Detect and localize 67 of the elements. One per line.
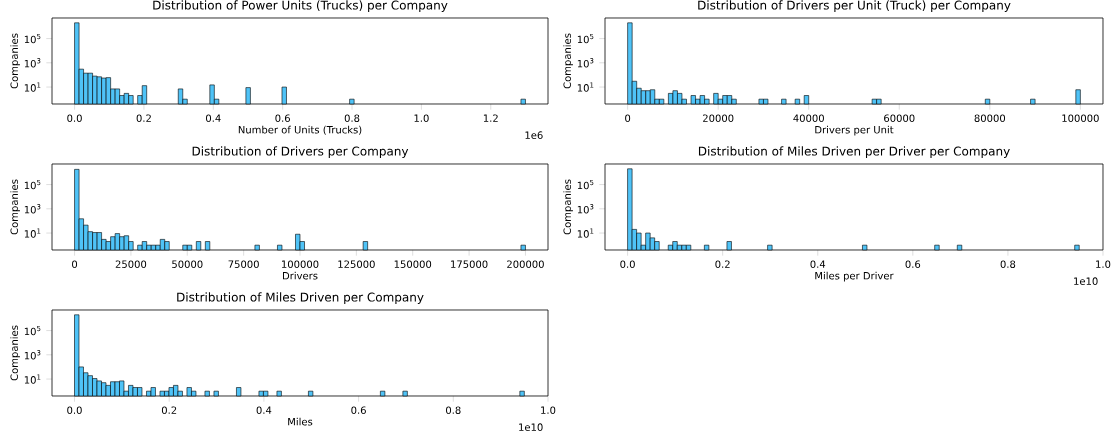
x-tick-label: 50000 <box>172 260 203 268</box>
text: 1e6 <box>525 131 543 139</box>
x-axis-title: Drivers <box>283 271 318 280</box>
y-tick-label: 10$^{5}$ <box>24 179 41 190</box>
chart-title: Distribution of Drivers per Company <box>192 146 409 158</box>
x-tick-label: 0 <box>625 114 631 122</box>
y-axis-title: Companies <box>563 33 573 89</box>
y-tick-label: 10$^{5}$ <box>24 33 41 44</box>
x-tick-label: 175000 <box>451 260 488 268</box>
y-axis-title: Companies <box>10 179 20 235</box>
y-tick-label: 10$^{1}$ <box>24 374 41 384</box>
x-tick-label: 0.6 <box>275 114 290 122</box>
y-tick-label: 10$^{3}$ <box>577 204 594 214</box>
x-tick-label: 0.0 <box>620 260 635 268</box>
x-tick-label: 1.0 <box>414 114 429 122</box>
x-tick-label: 75000 <box>228 260 259 268</box>
x-tick-label: 100000 <box>1062 114 1099 122</box>
x-tick-label: 0.4 <box>206 114 221 122</box>
x-tick-label: 1.0 <box>541 406 556 414</box>
x-tick-label: 0.2 <box>161 406 177 414</box>
x-tick-label: 150000 <box>394 260 432 268</box>
x-tick-label: 25000 <box>115 260 147 268</box>
y-tick-label: 10$^{1}$ <box>24 228 41 238</box>
x-axis-title: Drivers per Unit <box>815 125 894 136</box>
chart-title: Distribution of Drivers per Unit (Truck) per Company <box>698 0 1011 12</box>
x-tick-label: 20000 <box>703 114 734 122</box>
y-tick-label: 10$^{1}$ <box>577 82 594 92</box>
y-tick-label: 10$^{1}$ <box>577 228 594 238</box>
x-tick-label: 0.8 <box>344 114 360 122</box>
y-axis-title: Companies <box>10 33 20 89</box>
x-tick-label: 1.2 <box>483 114 498 122</box>
x-tick-label: 1.0 <box>1096 260 1111 268</box>
x-tick-label: 0.8 <box>1000 260 1016 268</box>
y-tick-label: 10$^{5}$ <box>24 325 41 336</box>
x-tick-label: 0.4 <box>810 260 826 268</box>
x-axis-title: Number of Units (Trucks) <box>238 125 362 135</box>
chart-title: Distribution of Miles Driven per Company <box>177 292 424 304</box>
x-tick-label: 0.6 <box>905 260 921 268</box>
y-axis-title: Companies <box>10 325 20 381</box>
x-tick-label: 60000 <box>884 114 915 122</box>
x-tick-label: 0.2 <box>136 114 151 122</box>
x-tick-label: 0.2 <box>715 260 730 268</box>
x-tick-label: 125000 <box>338 260 375 268</box>
x-tick-label: 0 <box>72 260 78 268</box>
y-tick-label: 10$^{5}$ <box>577 179 594 190</box>
x-tick-label: 0.6 <box>351 406 366 414</box>
text: 1e10 <box>519 423 543 431</box>
y-axis-title: Companies <box>563 179 573 235</box>
x-tick-label: 0.4 <box>256 406 272 414</box>
y-tick-label: 10$^{5}$ <box>577 33 594 44</box>
chart-title: Distribution of Power Units (Trucks) per Company <box>153 0 448 12</box>
x-tick-label: 0.0 <box>67 406 82 414</box>
x-tick-label: 80000 <box>974 114 1006 122</box>
y-tick-label: 10$^{1}$ <box>24 82 41 92</box>
x-axis-title: Miles per Driver <box>815 271 894 282</box>
y-tick-label: 10$^{3}$ <box>24 350 41 360</box>
x-axis-title: Miles <box>288 417 313 426</box>
x-tick-label: 0.8 <box>446 406 461 414</box>
y-tick-label: 10$^{3}$ <box>24 204 41 214</box>
x-tick-label: 0.0 <box>67 114 82 122</box>
x-tick-label: 40000 <box>793 114 824 122</box>
x-tick-label: 200000 <box>507 260 544 268</box>
chart-title: Distribution of Miles Driven per Driver per Company <box>698 146 1010 158</box>
text: 1e10 <box>1074 277 1098 285</box>
y-tick-label: 10$^{3}$ <box>577 58 594 68</box>
y-tick-label: 10$^{3}$ <box>24 58 41 68</box>
x-tick-label: 100000 <box>282 260 319 268</box>
